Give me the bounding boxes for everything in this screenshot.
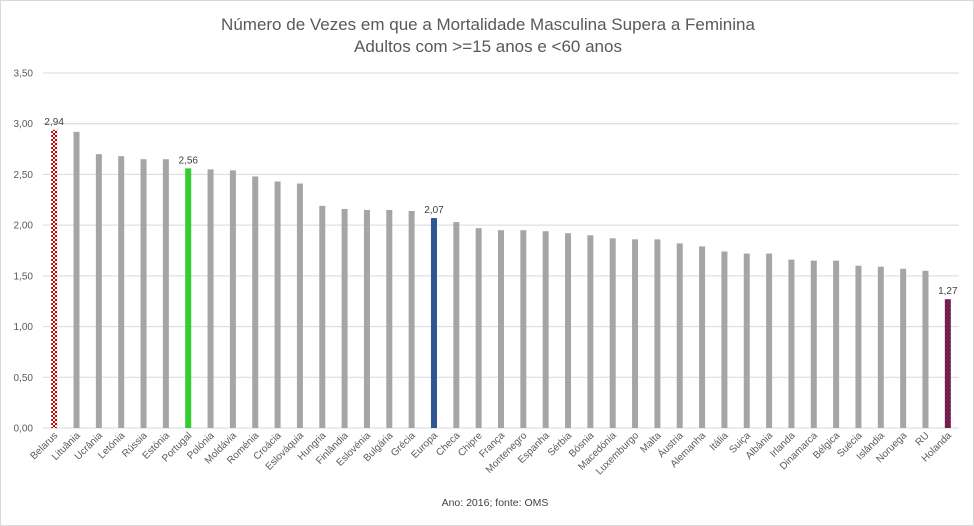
bar-itália [721, 251, 728, 428]
bar-bulgária [386, 209, 393, 428]
bar-grécia [408, 210, 415, 428]
bar-montenegro [520, 230, 527, 428]
data-label: 2,56 [178, 155, 198, 166]
bar-albânia [766, 253, 773, 428]
bar-chipre [475, 228, 482, 428]
bar-bósnia [587, 235, 594, 428]
data-label: 2,07 [424, 205, 444, 216]
bars [51, 129, 951, 429]
bar-hungria [319, 205, 326, 428]
bar-suécia [855, 265, 862, 428]
y-tick-label: 3,50 [14, 69, 34, 80]
y-tick-label: 2,50 [14, 170, 34, 181]
bar-letónia [118, 156, 125, 428]
y-tick-label: 1,00 [14, 322, 34, 333]
bar-ru [922, 270, 929, 428]
bar-espanha [542, 231, 549, 428]
y-tick-label: 1,50 [14, 271, 34, 282]
bar-macedónia [609, 238, 616, 428]
chart-subtitle: Adultos com >=15 anos e <60 anos [354, 37, 622, 56]
data-label: 2,94 [44, 117, 64, 128]
bar-irlanda [788, 259, 795, 428]
bar-polónia [207, 169, 214, 428]
bar-malta [654, 239, 661, 428]
bar-suiça [743, 253, 750, 428]
y-tick-label: 2,00 [14, 221, 34, 232]
bar-eslováquia [296, 183, 303, 428]
y-tick-label: 0,00 [14, 424, 34, 435]
bar-sérbia [565, 233, 572, 428]
y-tick-label: 0,50 [14, 373, 34, 384]
y-tick-label: 3,00 [14, 119, 34, 130]
bar-portugal [185, 168, 192, 429]
bar-checa [453, 222, 460, 428]
bar-croácia [274, 181, 281, 428]
y-axis-ticks: 0,00 0,50 1,00 1,50 2,00 2,50 3,00 3,50 [14, 69, 34, 435]
bar-holanda [944, 299, 951, 428]
source-note: Ano: 2016; fonte: OMS [442, 497, 549, 509]
bar-frança [498, 230, 504, 428]
data-label: 1,27 [938, 286, 958, 297]
bar-áustria [676, 243, 683, 428]
bar-rússia [140, 159, 147, 428]
bar-noruega [900, 268, 907, 428]
bar-eslovénia [363, 209, 370, 428]
bar-belarus [51, 129, 58, 429]
bar-europa [430, 218, 437, 428]
bar-luxemburgo [632, 239, 639, 428]
category-label: RU [914, 430, 932, 448]
category-label: Itália [708, 430, 731, 453]
bar-moldávia [229, 170, 236, 428]
chart-title: Número de Vezes em que a Mortalidade Mas… [221, 15, 755, 34]
bar-roménia [252, 176, 259, 428]
bar-alemanha [699, 246, 706, 428]
bar-islândia [877, 266, 884, 428]
bar-dinamarca [810, 260, 817, 428]
data-labels: 2,94 2,56 2,07 1,27 [44, 117, 958, 297]
bar-lituânia [73, 131, 80, 429]
bar-estónia [162, 159, 169, 428]
bar-bélgica [833, 260, 840, 428]
bar-ucrânia [95, 154, 102, 428]
category-labels: BelarusLituâniaUcrâniaLetóniaRússiaEstón… [29, 429, 955, 478]
bar-finlândia [341, 208, 348, 428]
